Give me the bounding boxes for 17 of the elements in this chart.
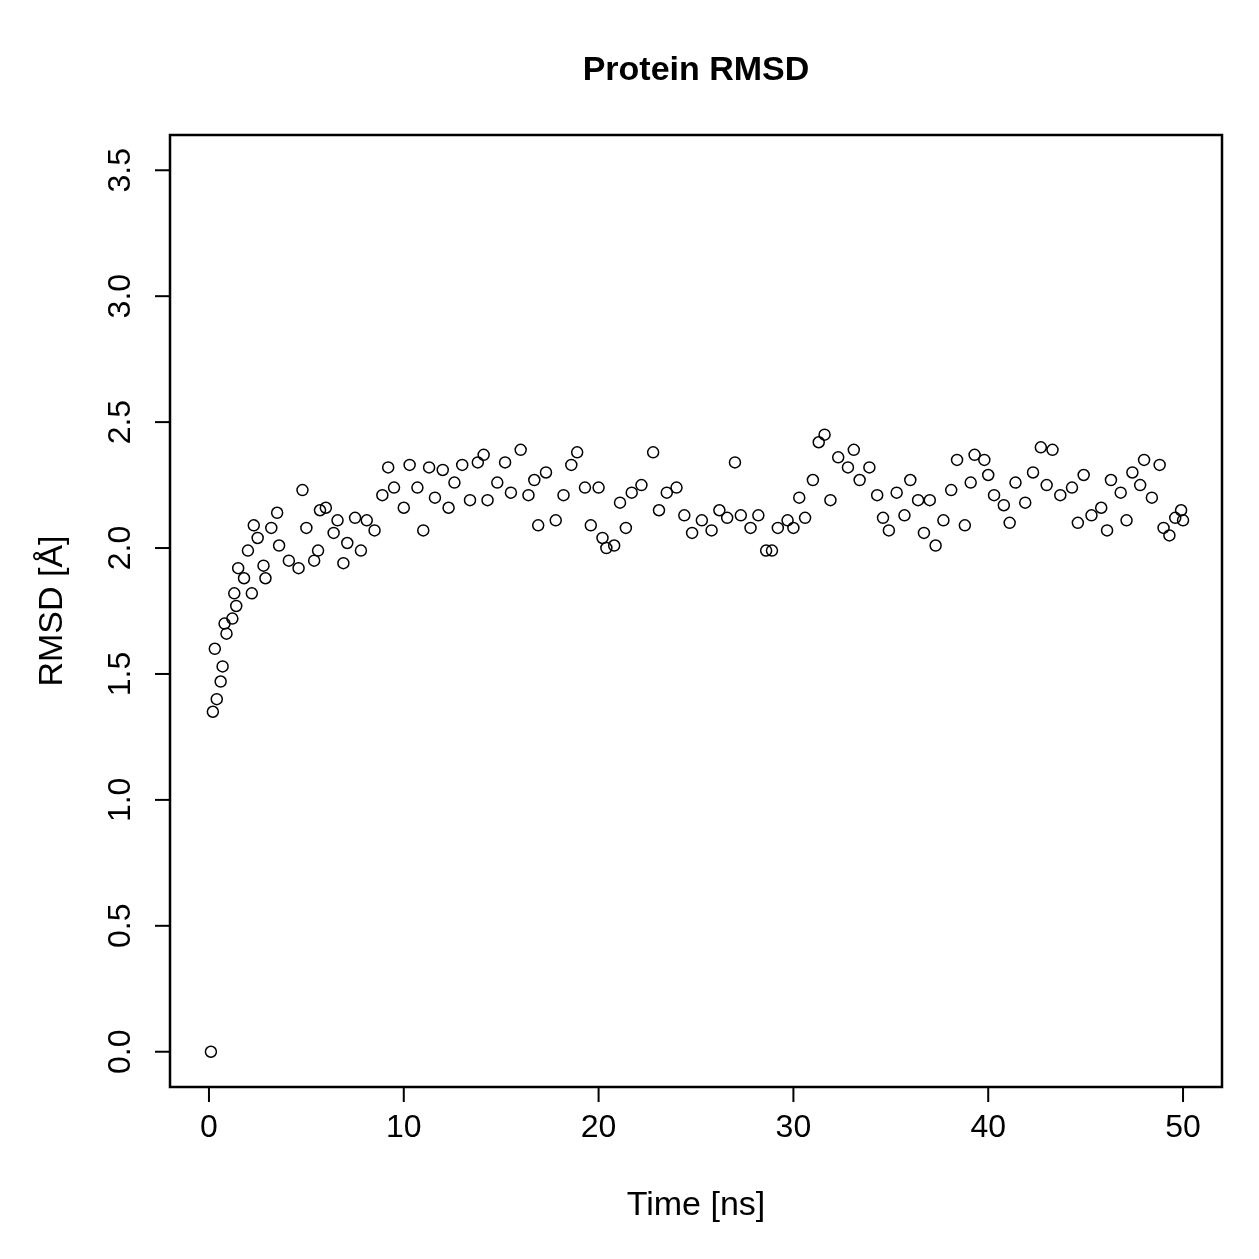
y-tick-label: 0.0	[101, 1029, 137, 1074]
chart-title: Protein RMSD	[582, 49, 810, 87]
y-tick-label: 1.0	[101, 777, 137, 823]
x-axis-title: Time [ns]	[626, 1184, 766, 1222]
y-tick-label: 3.0	[101, 273, 137, 319]
x-tick-label: 0	[200, 1108, 218, 1144]
x-tick-label: 20	[580, 1108, 617, 1144]
y-axis-title: RMSD [Å]	[31, 535, 69, 687]
x-tick-label: 40	[970, 1108, 1007, 1144]
x-tick-label: 10	[385, 1108, 422, 1144]
x-tick-label: 50	[1165, 1108, 1201, 1144]
x-tick-label: 30	[775, 1108, 812, 1144]
y-tick-label: 3.5	[101, 148, 137, 193]
y-tick-label: 1.5	[101, 651, 137, 697]
y-tick-label: 2.0	[101, 525, 137, 571]
y-tick-label: 2.5	[101, 399, 137, 445]
y-tick-label: 0.5	[101, 903, 137, 949]
